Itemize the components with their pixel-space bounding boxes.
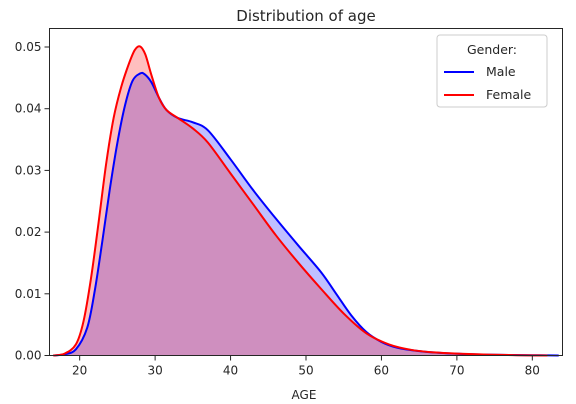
legend: Gender: Male Female bbox=[436, 34, 548, 108]
density-line-female bbox=[53, 45, 548, 357]
area-fill-female bbox=[53, 46, 548, 356]
x-tick-label: 60 bbox=[374, 364, 389, 378]
x-tick-label: 30 bbox=[147, 364, 162, 378]
x-tick-label: 40 bbox=[223, 364, 238, 378]
x-tick-label: 70 bbox=[449, 364, 464, 378]
x-tick-label: 80 bbox=[525, 364, 540, 378]
y-axis: 0.00 0.01 0.02 0.03 0.04 0.05 bbox=[15, 40, 50, 363]
y-tick-label: 0.00 bbox=[15, 349, 42, 363]
y-tick-label: 0.05 bbox=[15, 40, 42, 54]
y-tick-label: 0.03 bbox=[15, 163, 42, 177]
x-tick-label: 50 bbox=[298, 364, 313, 378]
area-fill-male bbox=[53, 72, 559, 356]
x-tick-label: 20 bbox=[72, 364, 87, 378]
chart-title: Distribution of age bbox=[236, 7, 375, 25]
series-layer bbox=[53, 45, 559, 357]
x-axis: 20 30 40 50 60 70 80 bbox=[72, 355, 540, 378]
legend-label-male: Male bbox=[486, 64, 516, 79]
y-tick-label: 0.04 bbox=[15, 102, 42, 116]
x-axis-label: AGE bbox=[292, 388, 317, 402]
y-tick-label: 0.02 bbox=[15, 225, 42, 239]
legend-box bbox=[436, 34, 548, 108]
legend-label-female: Female bbox=[486, 87, 532, 102]
y-tick-label: 0.01 bbox=[15, 287, 42, 301]
legend-title: Gender: bbox=[467, 42, 517, 57]
